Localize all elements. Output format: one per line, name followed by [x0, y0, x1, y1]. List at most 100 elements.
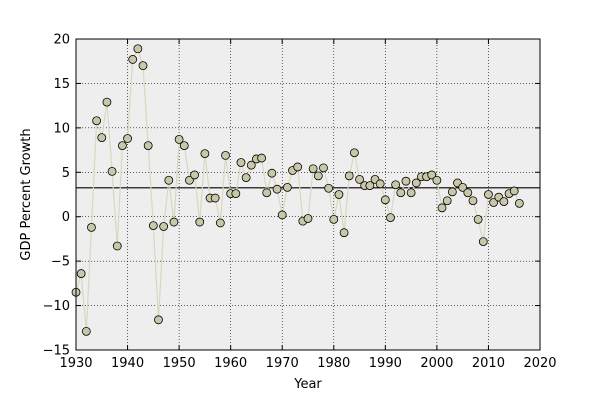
y-tick-label: 5 — [62, 166, 70, 181]
data-point — [339, 228, 349, 238]
data-point — [380, 195, 390, 205]
plot-area — [76, 39, 540, 350]
data-point — [447, 187, 457, 197]
y-tick-label: 0 — [62, 210, 70, 225]
x-axis-label: Year — [293, 377, 322, 392]
x-tick-label: 1930 — [59, 356, 92, 371]
data-point — [164, 175, 174, 185]
data-point — [468, 196, 478, 206]
data-point — [432, 175, 442, 185]
data-point — [215, 218, 225, 228]
data-point — [442, 196, 452, 206]
data-point — [329, 214, 339, 224]
data-point — [87, 222, 96, 232]
data-point — [349, 148, 359, 158]
data-point — [313, 171, 323, 181]
data-point — [267, 168, 277, 178]
x-tick-label: 1970 — [266, 356, 299, 371]
data-point — [148, 221, 158, 231]
data-point — [406, 188, 416, 198]
data-point — [514, 198, 524, 208]
data-point — [174, 135, 184, 144]
data-point — [128, 55, 138, 64]
x-tick-label: 1980 — [317, 356, 350, 371]
data-point — [293, 162, 303, 172]
data-point — [123, 134, 132, 143]
data-point — [308, 164, 318, 174]
data-point — [319, 163, 328, 173]
y-tick-label: −10 — [43, 299, 70, 314]
data-point — [277, 210, 287, 220]
data-point — [303, 214, 313, 223]
data-point — [499, 197, 509, 207]
data-point — [118, 141, 127, 151]
data-point — [200, 149, 210, 159]
data-series — [71, 44, 524, 336]
data-point — [236, 158, 246, 167]
data-point — [159, 222, 169, 231]
data-point — [355, 174, 364, 184]
y-tick-label: 10 — [53, 121, 70, 136]
x-tick-label: 1990 — [369, 356, 402, 371]
data-point — [411, 178, 421, 188]
x-tick-label: 1940 — [111, 356, 144, 371]
data-point — [401, 176, 411, 186]
data-point — [489, 198, 499, 207]
data-point — [375, 179, 385, 189]
data-point — [391, 180, 401, 190]
data-point — [185, 175, 194, 185]
y-tick-label: −15 — [43, 344, 70, 359]
data-point — [143, 141, 153, 151]
data-point — [473, 214, 483, 224]
data-point — [386, 213, 395, 223]
x-axis: 1930 1940 1950 1960 1970 1980 1990 2000 2010 2020 — [59, 39, 557, 371]
data-point — [133, 44, 143, 54]
y-tick-label: 15 — [53, 77, 70, 92]
data-point — [154, 315, 163, 325]
data-point — [102, 97, 112, 107]
data-point — [221, 151, 230, 160]
data-point — [210, 193, 220, 203]
data-point — [138, 61, 148, 71]
data-point — [231, 189, 241, 199]
data-point — [458, 182, 468, 192]
data-point — [437, 203, 447, 213]
x-tick-label: 2000 — [420, 356, 453, 371]
data-point — [81, 326, 91, 336]
y-axis-label: GDP Percent Growth — [19, 128, 34, 260]
data-point — [195, 217, 205, 227]
data-point — [478, 237, 488, 246]
data-point — [257, 153, 267, 163]
y-tick-label: 20 — [53, 33, 70, 48]
x-tick-label: 1960 — [214, 356, 247, 371]
data-point — [509, 186, 519, 196]
plot-frame — [75, 38, 541, 351]
data-point — [107, 166, 117, 176]
data-point — [112, 241, 122, 251]
data-point — [272, 184, 282, 194]
data-point — [246, 160, 256, 170]
data-point — [76, 269, 86, 278]
data-point — [179, 141, 189, 151]
data-point — [344, 171, 354, 181]
x-tick-label: 1950 — [163, 356, 196, 371]
data-point — [427, 170, 437, 180]
data-point — [396, 188, 406, 198]
data-point — [92, 116, 102, 126]
x-tick-label: 2020 — [523, 356, 556, 371]
data-point — [484, 190, 493, 199]
data-point — [241, 173, 251, 183]
data-point — [324, 183, 334, 193]
y-axis: −15 −10 −5 0 5 10 15 20 — [43, 33, 540, 359]
data-point — [365, 181, 375, 191]
x-tick-label: 2010 — [472, 356, 505, 371]
data-point — [262, 188, 272, 198]
y-tick-label: −5 — [51, 255, 70, 270]
data-point — [282, 182, 292, 192]
data-point — [463, 188, 473, 198]
data-point — [97, 133, 107, 143]
data-point — [190, 170, 199, 180]
data-point — [334, 190, 344, 199]
data-point — [169, 217, 179, 227]
